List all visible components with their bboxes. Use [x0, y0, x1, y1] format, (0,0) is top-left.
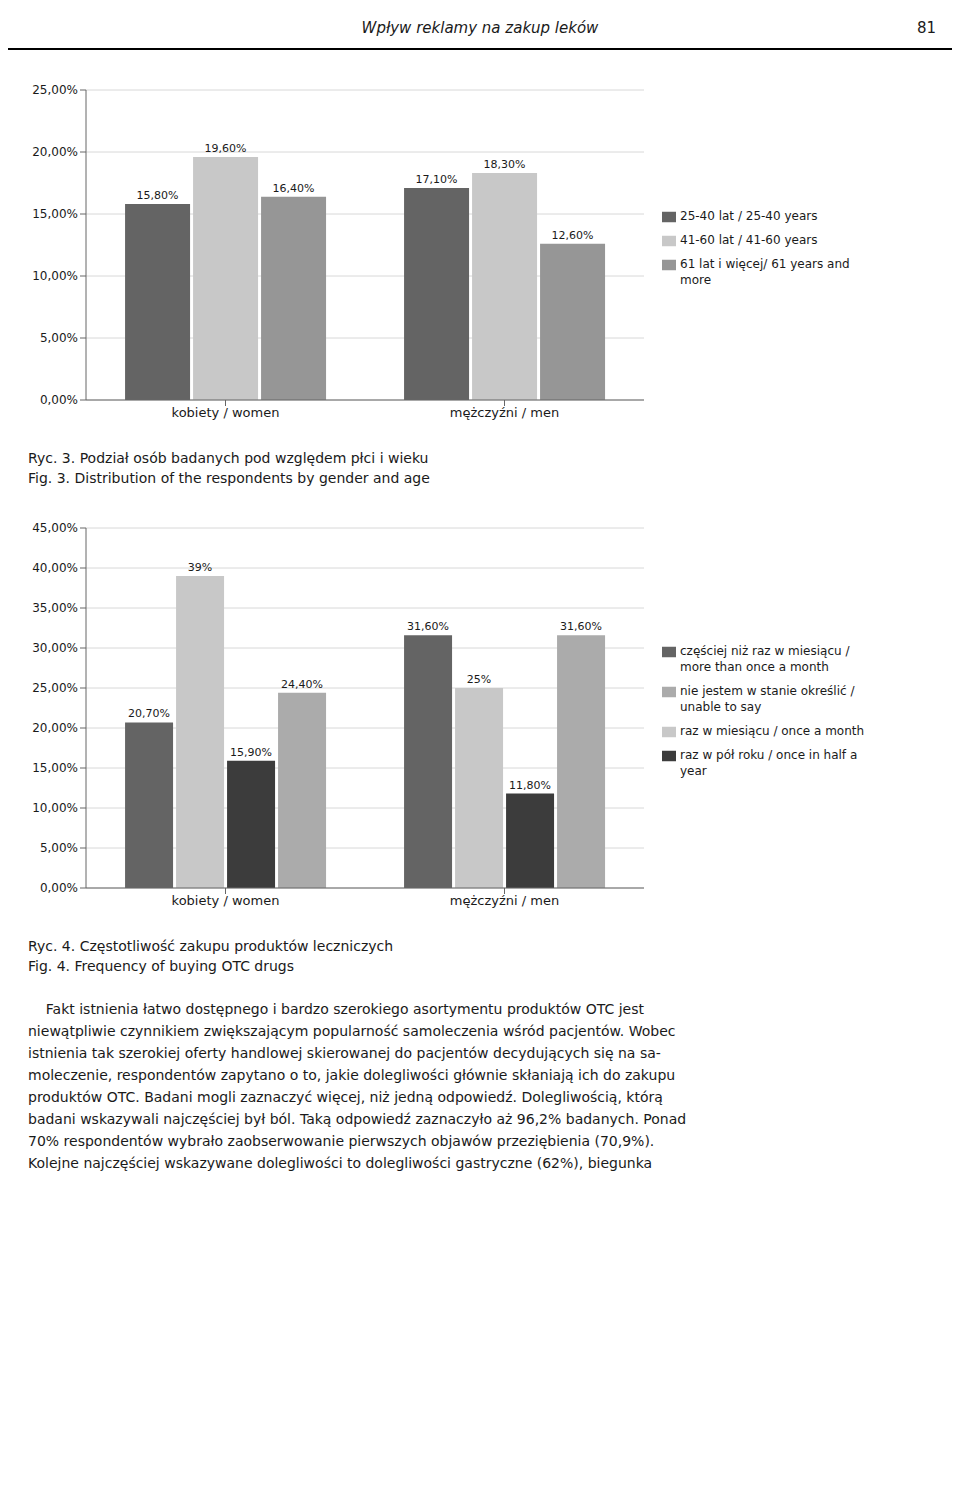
html-text:Ryc. 3. Podział osób badanych: Ryc. 3. Podział osób badanych pod względ… — [28, 450, 429, 466]
html-text:Fakt istnienia łatwo dostępneg: Fakt istnienia łatwo dostępnego i bardzo… — [28, 1001, 644, 1017]
html-text:raz w pół roku / once in half: raz w pół roku / once in half a year — [680, 748, 858, 778]
html-text:niewątpliwie czynnikiem zwięks: niewątpliwie czynnikiem zwiększającym po… — [28, 1023, 676, 1039]
svg-text:17,10%: 17,10% — [416, 173, 458, 186]
svg-text:19,60%: 19,60% — [205, 142, 247, 155]
svg-text:16,40%: 16,40% — [273, 182, 315, 195]
svg-text:11,80%: 11,80% — [509, 779, 551, 792]
svg-text:5,00%: 5,00% — [40, 331, 78, 345]
svg-text:35,00%: 35,00% — [32, 601, 78, 615]
html-text:produktów OTC. Badani mogli za: produktów OTC. Badani mogli zaznaczyć wi… — [28, 1089, 663, 1105]
svg-text:10,00%: 10,00% — [32, 801, 78, 815]
svg-text:0,00%: 0,00% — [40, 393, 78, 407]
html-text:nie jestem w stanie określić /: nie jestem w stanie określić / unable to… — [680, 684, 855, 714]
svg-text:mężczyźni / men: mężczyźni / men — [450, 893, 559, 908]
svg-text:30,00%: 30,00% — [32, 641, 78, 655]
svg-text:31,60%: 31,60% — [560, 620, 602, 633]
svg-text:18,30%: 18,30% — [484, 158, 526, 171]
svg-text:10,00%: 10,00% — [32, 269, 78, 283]
svg-text:5,00%: 5,00% — [40, 841, 78, 855]
svg-text:15,00%: 15,00% — [32, 207, 78, 221]
svg-text:15,90%: 15,90% — [230, 746, 272, 759]
html-text:Fig. 3. Distribution of the re: Fig. 3. Distribution of the respondents … — [28, 470, 430, 486]
html-text:Kolejne najczęściej wskazywane: Kolejne najczęściej wskazywane dolegliwo… — [28, 1155, 653, 1171]
html-text:Fig. 4. Frequency of buying OT: Fig. 4. Frequency of buying OTC drugs — [28, 958, 295, 974]
svg-text:25,00%: 25,00% — [32, 681, 78, 695]
html-text:moleczenie, respondentów zapyt: moleczenie, respondentów zapytano o to, … — [28, 1067, 676, 1083]
svg-text:31,60%: 31,60% — [407, 620, 449, 633]
html-text:41-60 lat / 41-60 years: 41-60 lat / 41-60 years — [680, 233, 818, 247]
svg-text:12,60%: 12,60% — [552, 229, 594, 242]
svg-text:15,00%: 15,00% — [32, 761, 78, 775]
svg-text:25,00%: 25,00% — [32, 83, 78, 97]
html-text:61 lat i więcej/ 61 years and: 61 lat i więcej/ 61 years and more — [680, 257, 850, 287]
svg-text:0,00%: 0,00% — [40, 881, 78, 895]
html-text:25-40 lat / 25-40 years: 25-40 lat / 25-40 years — [680, 209, 818, 223]
svg-text:45,00%: 45,00% — [32, 521, 78, 535]
html-text:70% respondentów wybrało zaobs: 70% respondentów wybrało zaobserwowanie … — [28, 1133, 655, 1149]
html-text:Ryc. 4. Częstotliwość zakupu p: Ryc. 4. Częstotliwość zakupu produktów l… — [28, 938, 394, 954]
svg-text:39%: 39% — [188, 561, 212, 574]
html-text:częściej niż raz w miesiącu /: częściej niż raz w miesiącu / more than … — [680, 644, 850, 674]
svg-text:kobiety / women: kobiety / women — [172, 405, 280, 420]
html-text:81: 81 — [916, 19, 936, 37]
svg-text:40,00%: 40,00% — [32, 561, 78, 575]
svg-text:mężczyźni / men: mężczyźni / men — [450, 405, 559, 420]
html-text:raz w miesiącu / once a month: raz w miesiącu / once a month — [680, 724, 865, 738]
svg-text:25%: 25% — [467, 673, 491, 686]
html-text:istnienia tak szerokiej oferty: istnienia tak szerokiej oferty handlowej… — [28, 1045, 661, 1061]
html-text:Wpływ reklamy na zakup leków: Wpływ reklamy na zakup leków — [361, 19, 599, 37]
svg-text:20,70%: 20,70% — [128, 707, 170, 720]
svg-text:kobiety / women: kobiety / women — [172, 893, 280, 908]
svg-text:20,00%: 20,00% — [32, 145, 78, 159]
svg-text:15,80%: 15,80% — [137, 189, 179, 202]
html-text:badani wskazywali najczęściej: badani wskazywali najczęściej był ból. T… — [28, 1111, 687, 1127]
svg-text:24,40%: 24,40% — [281, 678, 323, 691]
svg-text:20,00%: 20,00% — [32, 721, 78, 735]
